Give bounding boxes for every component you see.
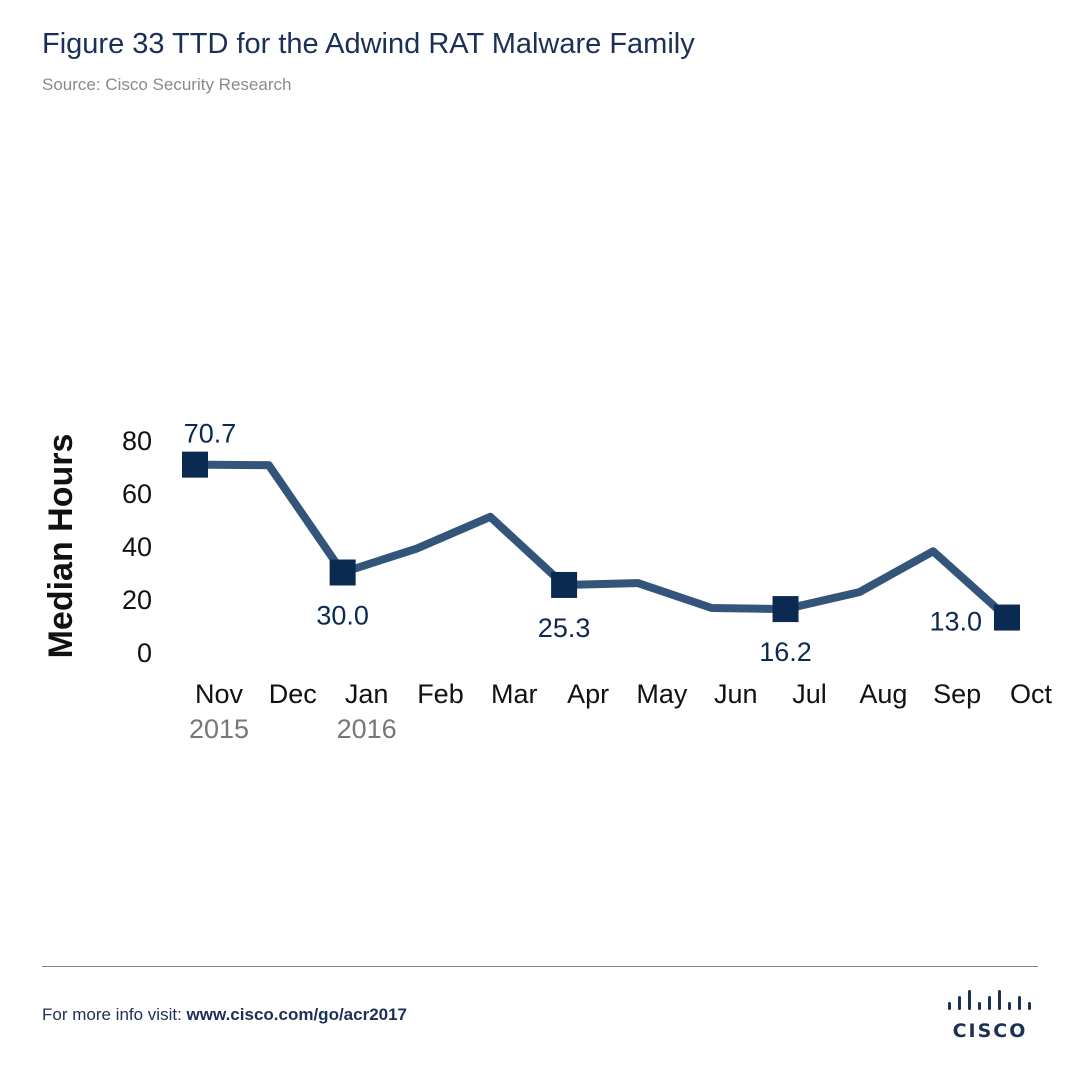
year-label: 2015: [189, 714, 249, 744]
footer-text: For more info visit: www.cisco.com/go/ac…: [42, 1005, 407, 1025]
chart-title: Figure 33 TTD for the Adwind RAT Malware…: [42, 28, 695, 60]
x-tick-label: Feb: [417, 679, 464, 709]
y-axis-label: Median Hours: [42, 434, 80, 659]
data-point-marker: [772, 596, 799, 623]
x-tick-label: Oct: [1010, 679, 1053, 709]
y-tick-label: 20: [122, 585, 152, 615]
x-tick-label: Mar: [491, 679, 538, 709]
footer-prefix: For more info visit:: [42, 1005, 187, 1024]
y-tick-label: 80: [122, 426, 152, 456]
x-tick-label: Nov: [195, 679, 244, 709]
cisco-logo-text: CISCO: [953, 1020, 1028, 1040]
x-tick-label: Sep: [933, 679, 981, 709]
x-tick-label: Jul: [792, 679, 827, 709]
footer-divider: [42, 966, 1038, 967]
year-label: 2016: [337, 714, 397, 744]
data-label: 70.7: [184, 419, 237, 449]
data-label: 30.0: [316, 601, 369, 631]
y-tick-label: 0: [137, 638, 152, 668]
x-tick-label: Dec: [269, 679, 317, 709]
cisco-logo-bars: [948, 990, 1031, 1010]
cisco-logo: CISCO: [948, 990, 1031, 1040]
data-point-marker: [329, 559, 356, 586]
data-label: 16.2: [759, 637, 812, 667]
x-tick-label: Jun: [714, 679, 758, 709]
chart-source: Source: Cisco Security Research: [42, 75, 292, 94]
data-label: 25.3: [538, 613, 591, 643]
data-label: 13.0: [929, 607, 982, 637]
footer-link[interactable]: www.cisco.com/go/acr2017: [186, 1005, 408, 1024]
y-tick-label: 60: [122, 479, 152, 509]
x-tick-label: Aug: [859, 679, 907, 709]
x-tick-label: Apr: [567, 679, 609, 709]
data-point-marker: [551, 571, 578, 598]
line-chart: Median Hours 0 20 40 60 80 Nov Dec Jan Feb Mar Apr M…: [42, 419, 1053, 744]
y-tick-label: 40: [122, 532, 152, 562]
series-line: [194, 460, 1010, 621]
data-point-marker: [994, 604, 1020, 631]
x-tick-label: Jan: [345, 679, 389, 709]
data-point-marker: [182, 451, 208, 478]
x-tick-label: May: [636, 679, 688, 709]
